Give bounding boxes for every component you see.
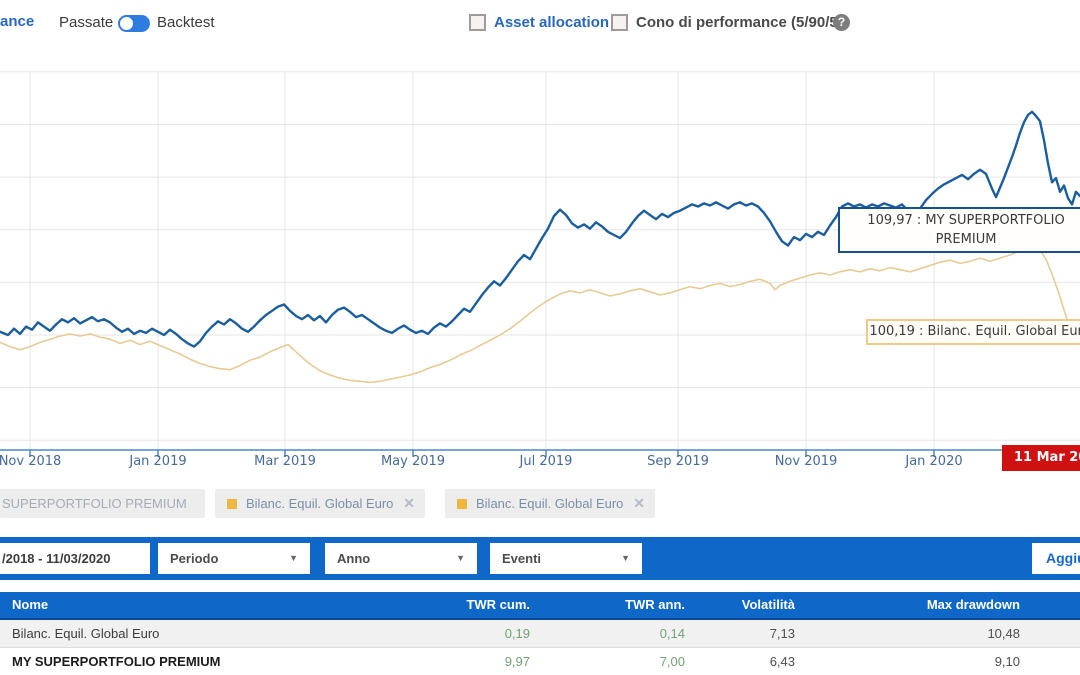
legend-chip-benchmark-1[interactable]: Bilanc. Equil. Global Euro ✕ [215, 489, 425, 518]
x-axis-label: Sep 2019 [647, 454, 709, 469]
row-twr-ann: 7,00 [659, 654, 685, 669]
period-dropdown[interactable]: Periodo ▼ [158, 543, 310, 574]
date-range-input[interactable]: /2018 - 11/03/2020 [0, 543, 150, 574]
table-row[interactable]: Bilanc. Equil. Global Euro 0,19 0,14 7,1… [0, 620, 1080, 648]
tooltip-primary-line1: 109,97 : MY SUPERPORTFOLIO [867, 213, 1065, 228]
performance-cone-checkbox-row[interactable]: Cono di performance (5/90/5) [611, 14, 843, 31]
asset-allocation-checkbox[interactable] [469, 14, 486, 31]
toggle-label-backtest[interactable]: Backtest [157, 14, 215, 31]
legend-chip-benchmark-2[interactable]: Bilanc. Equil. Global Euro ✕ [445, 489, 655, 518]
column-header-nome: Nome [12, 597, 49, 612]
column-header-twr-cum: TWR cum. [466, 597, 530, 612]
legend-chip-label: Bilanc. Equil. Global Euro [246, 496, 394, 511]
performance-cone-label: Cono di performance (5/90/5) [636, 14, 843, 31]
x-axis-label: May 2019 [380, 454, 446, 469]
toggle-knob-icon [120, 17, 133, 30]
table-row[interactable]: MY SUPERPORTFOLIO PREMIUM 9,97 7,00 6,43… [0, 648, 1080, 675]
legend-chip-label: SUPERPORTFOLIO PREMIUM [2, 496, 187, 511]
dropdown-arrow-icon: ▼ [289, 553, 298, 563]
events-dropdown-label: Eventi [502, 551, 542, 566]
x-axis-label: Mar 2019 [254, 454, 316, 469]
date-highlight-badge: 11 Mar 2020 [1002, 445, 1080, 471]
tooltip-primary-series: 109,97 : MY SUPERPORTFOLIO PREMIUM [838, 207, 1080, 253]
x-axis-label: Jan 2019 [129, 454, 187, 469]
apply-button[interactable]: Aggiu [1032, 543, 1080, 574]
passate-backtest-toggle[interactable] [118, 15, 150, 32]
legend-chip-portfolio[interactable]: SUPERPORTFOLIO PREMIUM [0, 489, 205, 518]
legend: SUPERPORTFOLIO PREMIUM Bilanc. Equil. Gl… [0, 489, 1080, 518]
performance-line-chart[interactable] [0, 60, 1080, 480]
remove-series-icon[interactable]: ✕ [403, 495, 415, 511]
tooltip-benchmark-series: 100,19 : Bilanc. Equil. Global Euro [866, 319, 1080, 345]
column-header-max-drawdown: Max drawdown [926, 597, 1020, 612]
asset-allocation-checkbox-row[interactable]: Asset allocation [469, 14, 609, 31]
dropdown-arrow-icon: ▼ [621, 553, 630, 563]
row-twr-ann: 0,14 [659, 626, 685, 641]
x-axis-label: Nov 2019 [774, 454, 838, 469]
asset-allocation-label: Asset allocation [494, 14, 610, 31]
year-dropdown[interactable]: Anno ▼ [325, 543, 477, 574]
dropdown-arrow-icon: ▼ [456, 553, 465, 563]
tooltip-primary-line2: PREMIUM [935, 232, 997, 247]
series-marker-icon [227, 498, 237, 509]
remove-series-icon[interactable]: ✕ [633, 495, 645, 511]
legend-chip-label: Bilanc. Equil. Global Euro [476, 496, 624, 511]
x-axis-label: Nov 2018 [0, 454, 62, 469]
performance-cone-checkbox[interactable] [611, 14, 628, 31]
tooltip-benchmark-line1: 100,19 : Bilanc. Equil. Global Euro [869, 324, 1080, 339]
row-twr-cum: 9,97 [504, 654, 530, 669]
toggle-label-passate[interactable]: Passate [59, 14, 114, 31]
x-axis-label: Jul 2019 [519, 454, 573, 469]
row-volatility: 6,43 [769, 654, 795, 669]
row-name: MY SUPERPORTFOLIO PREMIUM [12, 654, 221, 669]
row-volatility: 7,13 [769, 626, 795, 641]
column-header-twr-ann: TWR ann. [625, 597, 685, 612]
filter-bar: /2018 - 11/03/2020 Periodo ▼ Anno ▼ Even… [0, 537, 1080, 580]
row-name: Bilanc. Equil. Global Euro [12, 626, 160, 641]
x-axis: Nov 2018 Jan 2019 Mar 2019 May 2019 Jul 2019… [0, 454, 1080, 474]
table-header: Nome TWR cum. TWR ann. Volatilità Max dr… [0, 592, 1080, 620]
series-marker-icon [457, 498, 467, 509]
events-dropdown[interactable]: Eventi ▼ [490, 543, 642, 574]
x-axis-label: Jan 2020 [905, 454, 963, 469]
row-twr-cum: 0,19 [504, 626, 530, 641]
row-max-drawdown: 10,48 [987, 626, 1020, 641]
period-dropdown-label: Periodo [170, 551, 219, 566]
row-max-drawdown: 9,10 [994, 654, 1020, 669]
help-icon[interactable]: ? [833, 14, 850, 31]
year-dropdown-label: Anno [337, 551, 371, 566]
column-header-volatilita: Volatilità [741, 597, 795, 612]
performance-tab-link[interactable]: ance [0, 13, 35, 30]
